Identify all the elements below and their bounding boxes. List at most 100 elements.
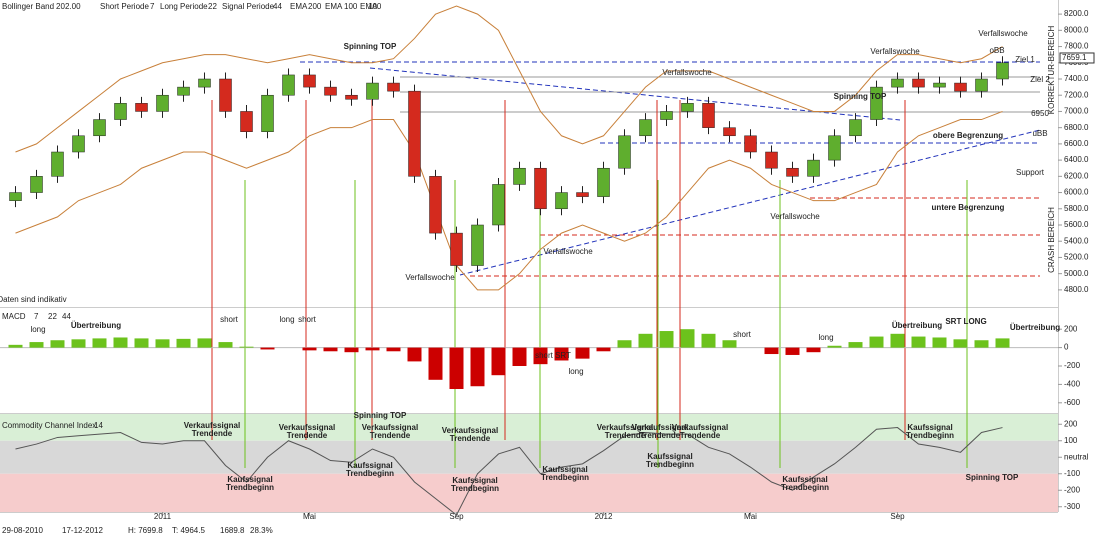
candle-body xyxy=(891,78,904,88)
price-tick-label: 7800.0 xyxy=(1064,42,1089,51)
annotation: Verkaufssignal xyxy=(279,423,335,432)
annotation: Übertreibung xyxy=(1010,323,1060,332)
footer-text: 17-12-2012 xyxy=(62,526,103,535)
macd-bar xyxy=(239,346,254,348)
candle-body xyxy=(156,94,169,112)
candle-body xyxy=(240,111,253,132)
price-tick-label: 5000.0 xyxy=(1064,269,1089,278)
annotation: Trendbeginn xyxy=(906,431,954,440)
macd-bar xyxy=(155,339,170,348)
macd-bar xyxy=(218,342,233,348)
cci-tick-label: 100 xyxy=(1064,436,1078,445)
annotation: Trendende xyxy=(192,429,233,438)
macd-bar xyxy=(71,339,86,348)
candle-body xyxy=(51,151,64,177)
annotation: Daten sind indikativ xyxy=(0,295,67,304)
candle-body xyxy=(303,74,316,88)
macd-bar xyxy=(827,345,842,348)
macd-bar xyxy=(512,347,527,366)
candle-body xyxy=(576,192,589,197)
last-price-tag xyxy=(1059,52,1095,64)
macd-bar xyxy=(659,331,674,348)
annotation: Verfallswoche xyxy=(662,68,712,77)
header-text: Short Periode xyxy=(100,2,149,11)
annotation: long xyxy=(279,315,294,324)
annotation: Übertreibung xyxy=(892,321,942,330)
footer-text: 1689.8 xyxy=(220,526,245,535)
price-tick-label: 7400.0 xyxy=(1064,74,1089,83)
macd-bar xyxy=(344,347,359,353)
annotation: Spinning TOP xyxy=(354,411,407,420)
candle-body xyxy=(618,135,631,169)
candle-body xyxy=(597,167,610,197)
annotation: short xyxy=(220,315,239,324)
axis-separator xyxy=(0,512,1058,513)
macd-bar xyxy=(491,347,506,376)
price-tick-label: 5800.0 xyxy=(1064,204,1089,213)
macd-bar xyxy=(50,340,65,348)
x-tick-label: Mai xyxy=(303,512,316,521)
candle-body xyxy=(975,78,988,92)
header-text: EMA xyxy=(325,2,343,11)
price-tick-label: 4800.0 xyxy=(1064,285,1089,294)
macd-bar xyxy=(785,347,800,355)
candle-body xyxy=(933,82,946,88)
candle-body xyxy=(471,224,484,266)
candle-body xyxy=(849,119,862,137)
candle-body xyxy=(996,62,1009,80)
annotation: Verkaufssignal xyxy=(672,423,728,432)
annotation: Verkaufssignal xyxy=(184,421,240,430)
header-text: 200 xyxy=(308,2,322,11)
macd-bar xyxy=(617,340,632,348)
bollinger-upper xyxy=(15,5,1003,153)
candle-body xyxy=(366,82,379,100)
bollinger-lower xyxy=(15,110,1003,291)
header-text: 7 xyxy=(150,2,155,11)
annotation: Verfallswoche xyxy=(405,273,455,282)
macd-bar xyxy=(470,347,485,387)
annotation: Support xyxy=(1016,168,1045,177)
cci-title: Commodity Channel Index xyxy=(2,421,96,430)
header-text: Signal Periode xyxy=(222,2,275,11)
header-text: 44 xyxy=(273,2,282,11)
macd-bar xyxy=(449,347,464,389)
candle-body xyxy=(261,94,274,132)
annotation: Trendende xyxy=(370,431,411,440)
candle-body xyxy=(681,103,694,112)
macd-tick-label: 0 xyxy=(1064,343,1069,352)
annotation: uBB xyxy=(1032,129,1047,138)
macd-bar xyxy=(302,347,317,351)
x-tick-label: 2012 xyxy=(595,512,613,521)
candle-body xyxy=(786,167,799,177)
price-tick-label: 6000.0 xyxy=(1064,188,1089,197)
header-text: 2.00 xyxy=(65,2,81,11)
candle-body xyxy=(282,74,295,96)
annotation: Kaufssignal xyxy=(542,465,587,474)
header-text: 100 xyxy=(344,2,358,11)
annotation: SRT LONG xyxy=(945,317,986,326)
candle-body xyxy=(219,78,232,112)
annotation: Trendende xyxy=(287,431,328,440)
macd-title: 7 xyxy=(34,312,39,321)
price-tick-label: 5400.0 xyxy=(1064,236,1089,245)
candle-body xyxy=(429,176,442,234)
last-price-label: 7659.1 xyxy=(1062,53,1087,62)
macd-bar xyxy=(8,344,23,348)
price-tick-label: 6800.0 xyxy=(1064,123,1089,132)
annotation: Verfallswoche xyxy=(870,47,920,56)
candle-body xyxy=(912,78,925,88)
macd-bar xyxy=(932,337,947,348)
candle-body xyxy=(828,135,841,161)
annotation: short SRT xyxy=(535,351,571,360)
annotation: Verkaufssignal xyxy=(632,423,688,432)
macd-bar xyxy=(323,347,338,352)
cci-title: 14 xyxy=(94,421,103,430)
panel-separator xyxy=(0,307,1058,308)
price-tick-label: 5600.0 xyxy=(1064,220,1089,229)
candle-body xyxy=(450,232,463,266)
annotation: Kaufssignal xyxy=(227,475,272,484)
header-text: Long Periode xyxy=(160,2,208,11)
macd-title: MACD xyxy=(2,312,26,321)
annotation: Verfallswoche xyxy=(978,29,1028,38)
